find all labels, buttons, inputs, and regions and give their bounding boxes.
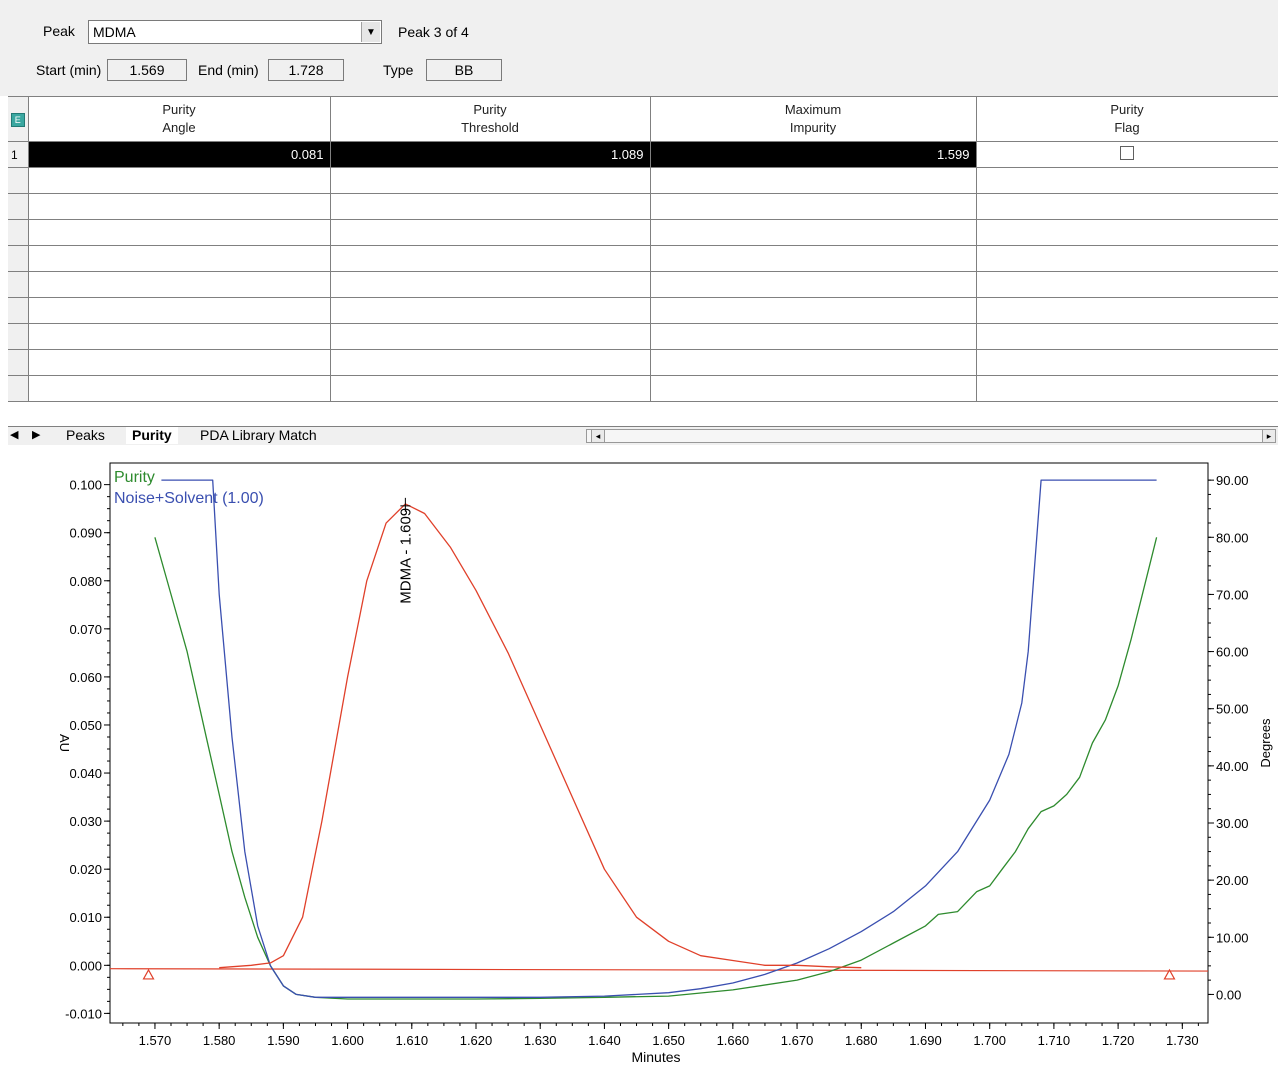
y-right-tick-label: 60.00 <box>1216 645 1249 660</box>
y-left-tick-label: 0.050 <box>69 718 102 733</box>
tab-peaks[interactable]: Peaks <box>66 427 105 443</box>
y-left-tick-label: 0.020 <box>69 862 102 877</box>
x-tick-label: 1.650 <box>652 1033 685 1048</box>
y-left-tick-label: 0.000 <box>69 958 102 973</box>
purity-flag-checkbox[interactable] <box>1120 146 1134 160</box>
end-label: End (min) <box>198 62 259 78</box>
y-right-tick-label: 10.00 <box>1216 930 1249 945</box>
table-corner[interactable]: E <box>8 97 29 142</box>
legend-purity: Purity <box>114 469 155 486</box>
scroll-left-icon[interactable]: ◂ <box>591 429 605 443</box>
peak-selector-panel: Peak MDMA ▼ Peak 3 of 4 Start (min) 1.56… <box>0 0 1278 96</box>
x-tick-label: 1.710 <box>1038 1033 1071 1048</box>
x-tick-label: 1.700 <box>973 1033 1006 1048</box>
peak-label: Peak <box>43 23 75 39</box>
plot-area <box>109 462 1209 1024</box>
cell-purity-angle[interactable]: 0.081 <box>28 141 331 168</box>
table-row[interactable] <box>8 349 1278 376</box>
table-select-icon[interactable]: E <box>10 113 25 127</box>
y-right-tick-label: 70.00 <box>1216 587 1249 602</box>
col-max-impurity[interactable]: Maximum Impurity <box>650 97 977 142</box>
y-left-tick-label: 0.070 <box>69 622 102 637</box>
x-tick-label: 1.600 <box>331 1033 364 1048</box>
table-row[interactable] <box>8 167 1278 194</box>
tab-prev-icon[interactable]: ◀ <box>10 429 19 441</box>
x-tick-label: 1.580 <box>203 1033 236 1048</box>
end-time-field[interactable]: 1.728 <box>268 59 344 81</box>
table-row[interactable] <box>8 245 1278 272</box>
x-tick-label: 1.730 <box>1166 1033 1199 1048</box>
tab-next-icon[interactable]: ▶ <box>32 429 41 441</box>
purity-curve <box>154 537 1158 1000</box>
type-label: Type <box>383 62 414 78</box>
peak-dropdown[interactable]: MDMA ▼ <box>88 20 382 44</box>
cell-purity-threshold[interactable]: 1.089 <box>330 141 651 168</box>
x-tick-label: 1.660 <box>717 1033 750 1048</box>
table-row[interactable] <box>8 323 1278 350</box>
peak-count: Peak 3 of 4 <box>398 24 469 40</box>
baseline <box>109 968 1209 972</box>
horizontal-scrollbar[interactable]: ◂ ▸ <box>586 429 1276 443</box>
table-row[interactable] <box>8 375 1278 402</box>
cell-purity-flag[interactable] <box>976 141 1278 168</box>
x-axis-label: Minutes <box>631 1049 680 1065</box>
cell-max-impurity[interactable]: 1.599 <box>650 141 977 168</box>
tab-pda-library-match[interactable]: PDA Library Match <box>200 427 317 443</box>
y-right-tick-label: 30.00 <box>1216 816 1249 831</box>
chromatogram-curve <box>219 503 862 969</box>
table-header: E Purity Angle Purity Threshold Maximum Imp… <box>8 97 1278 142</box>
col-purity-angle[interactable]: Purity Angle <box>28 97 331 142</box>
x-tick-label: 1.720 <box>1102 1033 1135 1048</box>
x-tick-label: 1.610 <box>396 1033 429 1048</box>
table-row[interactable] <box>8 271 1278 298</box>
y-left-tick-label: 0.100 <box>69 478 102 493</box>
peak-boundary-marker <box>142 968 155 980</box>
y-left-tick-label: 0.080 <box>69 574 102 589</box>
y-axis-label-left: AU <box>57 734 72 752</box>
table-row[interactable] <box>8 297 1278 324</box>
y-left-tick-label: 0.010 <box>69 910 102 925</box>
y-left-tick-label: 0.040 <box>69 766 102 781</box>
y-right-tick-label: 90.00 <box>1216 473 1249 488</box>
purity-plot[interactable]: 1.570 1.580 1.590 1.600 1.610 1.620 1.630 1.640… <box>0 445 1278 1065</box>
peak-dropdown-value: MDMA <box>93 24 136 40</box>
row-header[interactable]: 1 <box>8 141 29 168</box>
y-right-tick-label: 80.00 <box>1216 530 1249 545</box>
y-right-tick-label: 50.00 <box>1216 702 1249 717</box>
y-left-tick-label: 0.060 <box>69 670 102 685</box>
y-left-tick-label: 0.090 <box>69 526 102 541</box>
sheet-tab-bar: ◀ ▶ Peaks Purity PDA Library Match ◂ ▸ <box>8 426 1278 445</box>
y-right-tick-label: 0.00 <box>1216 987 1241 1002</box>
table-row[interactable] <box>8 219 1278 246</box>
peak-label: MDMA - 1.609 <box>397 508 414 604</box>
x-tick-label: 1.680 <box>845 1033 878 1048</box>
noise-solvent-curve <box>161 479 1157 998</box>
x-tick-label: 1.670 <box>781 1033 814 1048</box>
scroll-right-icon[interactable]: ▸ <box>1262 429 1276 443</box>
x-tick-label: 1.640 <box>588 1033 621 1048</box>
purity-table: E Purity Angle Purity Threshold Maximum Imp… <box>8 96 1278 427</box>
legend-noise-solvent: Noise+Solvent (1.00) <box>114 490 264 507</box>
col-purity-threshold[interactable]: Purity Threshold <box>330 97 651 142</box>
chevron-down-icon[interactable]: ▼ <box>361 22 380 42</box>
type-field[interactable]: BB <box>426 59 502 81</box>
table-row[interactable] <box>8 193 1278 220</box>
y-left-tick-label: 0.030 <box>69 814 102 829</box>
x-tick-label: 1.570 <box>139 1033 172 1048</box>
tab-purity[interactable]: Purity <box>126 427 178 444</box>
y-right-tick-label: 40.00 <box>1216 759 1249 774</box>
x-tick-label: 1.620 <box>460 1033 493 1048</box>
start-label: Start (min) <box>36 62 102 78</box>
y-right-tick-label: 20.00 <box>1216 873 1249 888</box>
peak-boundary-marker <box>1163 968 1176 980</box>
x-tick-label: 1.690 <box>909 1033 942 1048</box>
col-purity-flag[interactable]: Purity Flag <box>976 97 1278 142</box>
y-axis-label-right: Degrees <box>1258 718 1273 768</box>
x-tick-label: 1.630 <box>524 1033 557 1048</box>
y-left-tick-label: -0.010 <box>65 1006 102 1021</box>
x-tick-label: 1.590 <box>267 1033 300 1048</box>
start-time-field[interactable]: 1.569 <box>107 59 187 81</box>
table-row[interactable]: 1 0.081 1.089 1.599 <box>8 141 1278 168</box>
